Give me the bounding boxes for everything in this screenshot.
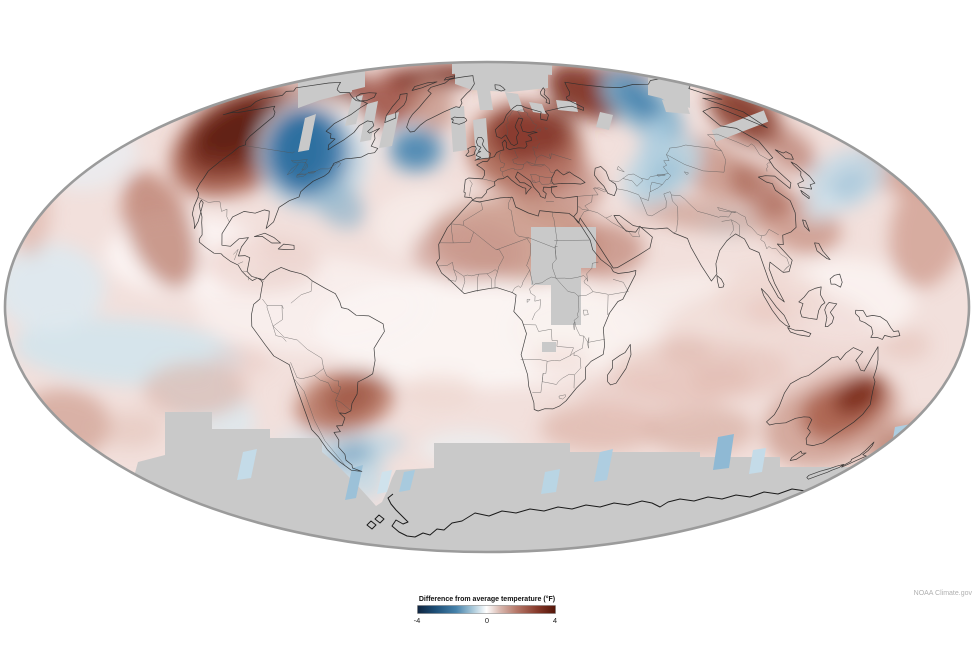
svg-text:-4: -4: [414, 616, 421, 625]
svg-text:Difference from average temper: Difference from average temperature (°F): [419, 595, 555, 603]
svg-text:0: 0: [485, 616, 489, 625]
svg-text:NOAA Climate.gov: NOAA Climate.gov: [914, 590, 973, 597]
svg-text:4: 4: [553, 616, 557, 625]
